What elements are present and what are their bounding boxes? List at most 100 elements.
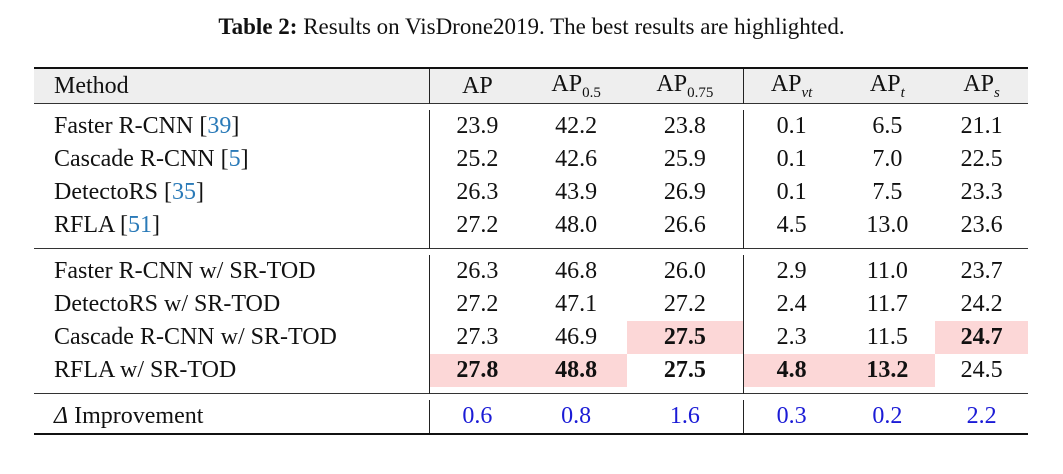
value-aps: 23.7: [960, 258, 1003, 284]
improvement-apt: 0.2: [839, 400, 936, 435]
value-ap50-best: 48.8: [525, 354, 628, 387]
value-apt: 7.5: [872, 179, 903, 205]
improvement-ap75: 1.6: [627, 400, 744, 435]
value-apt: 11.0: [866, 258, 908, 284]
table-row: RFLA w/ SR-TOD 27.8 48.8 27.5 4.8 13.2 2…: [34, 354, 1028, 387]
citation-link[interactable]: 35: [171, 179, 196, 205]
value-ap75: 26.0: [663, 258, 706, 284]
value-ap50: 47.1: [555, 291, 598, 317]
value-ap50: 42.2: [555, 113, 598, 139]
method-name: RFLA: [54, 212, 121, 238]
header-apt-base: AP: [869, 70, 901, 97]
header-apvt: APvt: [742, 67, 840, 104]
improvement-ap50: 0.8: [525, 400, 628, 435]
value-aps: 24.2: [960, 291, 1003, 317]
header-aps-base: AP: [963, 70, 995, 97]
value-ap50: 43.9: [555, 179, 598, 205]
value-ap75: 27.2: [663, 291, 706, 317]
header-ap-base: AP: [462, 72, 493, 99]
header-apvt-base: AP: [770, 70, 802, 97]
header-aps-sub: s: [994, 84, 1000, 101]
value-ap: 23.9: [428, 110, 526, 143]
caption-text: Results on VisDrone2019. The best result…: [297, 14, 845, 39]
header-method: Method: [34, 67, 430, 104]
value-apvt: 2.9: [742, 255, 840, 288]
value-apt: 11.7: [866, 291, 908, 317]
value-apvt-best: 4.8: [742, 354, 840, 387]
improvement-ap: 0.6: [428, 400, 526, 435]
value-aps-best: 24.7: [935, 321, 1028, 354]
value-aps: 23.3: [960, 179, 1003, 205]
value-aps: 23.6: [960, 212, 1003, 238]
value-ap75: 25.9: [663, 146, 706, 172]
method-name: Faster R-CNN w/ SR-TOD: [54, 258, 316, 284]
citation-link[interactable]: 51: [128, 212, 153, 238]
improvement-label-cell: Δ Improvement: [34, 400, 430, 435]
value-ap75: 26.9: [663, 179, 706, 205]
header-apvt-sub: vt: [801, 84, 813, 101]
header-ap75: AP0.75: [627, 67, 744, 104]
table-row: Faster R-CNN [39] 23.9 42.2 23.8 0.1 6.5…: [34, 110, 1028, 143]
header-aps: APs: [935, 67, 1028, 104]
header-ap50: AP0.5: [525, 67, 628, 104]
value-apvt: 2.3: [742, 321, 840, 354]
value-ap: 27.2: [428, 209, 526, 242]
value-ap75-best: 27.5: [663, 357, 706, 383]
delta-symbol: Δ: [54, 403, 69, 429]
table-row: Cascade R-CNN [5] 25.2 42.6 25.9 0.1 7.0…: [34, 143, 1028, 176]
results-table: Method AP AP0.5 AP0.75 APvt APt APs Fast…: [34, 67, 1028, 435]
method-name: Cascade R-CNN w/ SR-TOD: [54, 324, 337, 350]
improvement-label: Improvement: [68, 403, 204, 429]
header-apt: APt: [839, 67, 936, 104]
header-ap50-base: AP: [551, 70, 583, 97]
value-aps: 21.1: [960, 113, 1003, 139]
method-name: DetectoRS: [54, 179, 164, 205]
header-ap50-sub: 0.5: [582, 84, 601, 101]
citation-link[interactable]: 5: [228, 146, 241, 172]
value-apvt: 0.1: [742, 143, 840, 176]
value-ap: 25.2: [428, 143, 526, 176]
citation-link[interactable]: 39: [207, 113, 232, 139]
method-name: RFLA w/ SR-TOD: [54, 357, 237, 383]
method-name: Cascade R-CNN: [54, 146, 221, 172]
header-apt-sub: t: [900, 84, 905, 101]
value-aps: 24.5: [960, 357, 1003, 383]
value-apvt: 4.5: [742, 209, 840, 242]
value-apt: 6.5: [872, 113, 903, 139]
table-row: DetectoRS [35] 26.3 43.9 26.9 0.1 7.5 23…: [34, 176, 1028, 209]
value-ap-best: 27.8: [428, 354, 526, 387]
value-ap75: 26.6: [663, 212, 706, 238]
value-apt: 11.5: [866, 324, 908, 350]
method-cell: DetectoRS [35]: [54, 179, 204, 205]
value-aps: 22.5: [960, 146, 1003, 172]
method-name: Faster R-CNN: [54, 113, 200, 139]
header-ap75-sub: 0.75: [687, 84, 714, 101]
header-ap: AP: [428, 67, 526, 104]
method-cell: RFLA [51]: [54, 212, 161, 238]
value-ap: 26.3: [428, 255, 526, 288]
value-ap: 26.3: [428, 176, 526, 209]
header-ap75-base: AP: [656, 70, 688, 97]
improvement-aps: 2.2: [935, 400, 1028, 435]
value-ap75-best: 27.5: [627, 321, 744, 354]
method-name: DetectoRS w/ SR-TOD: [54, 291, 281, 317]
table-row: RFLA [51] 27.2 48.0 26.6 4.5 13.0 23.6: [34, 209, 1028, 242]
method-cell: Faster R-CNN [39]: [54, 113, 240, 139]
table-caption: Table 2: Results on VisDrone2019. The be…: [0, 14, 1063, 40]
value-apt-best: 13.2: [839, 354, 936, 387]
value-apt: 13.0: [866, 212, 909, 238]
value-ap: 27.2: [428, 288, 526, 321]
table-row: Faster R-CNN w/ SR-TOD 26.3 46.8 26.0 2.…: [34, 255, 1028, 288]
value-apt: 7.0: [872, 146, 903, 172]
value-ap50: 48.0: [555, 212, 598, 238]
value-apvt: 0.1: [742, 110, 840, 143]
improvement-row: Δ Improvement 0.6 0.8 1.6 0.3 0.2 2.2: [34, 400, 1028, 435]
header-row: Method AP AP0.5 AP0.75 APvt APt APs: [34, 67, 1028, 104]
value-ap75: 23.8: [663, 113, 706, 139]
value-ap50: 42.6: [555, 146, 598, 172]
table-row: Cascade R-CNN w/ SR-TOD 27.3 46.9 27.5 2…: [34, 321, 1028, 354]
caption-label: Table 2:: [218, 14, 298, 39]
value-apvt: 2.4: [742, 288, 840, 321]
method-cell: Cascade R-CNN [5]: [54, 146, 249, 172]
value-ap50: 46.9: [555, 324, 598, 350]
